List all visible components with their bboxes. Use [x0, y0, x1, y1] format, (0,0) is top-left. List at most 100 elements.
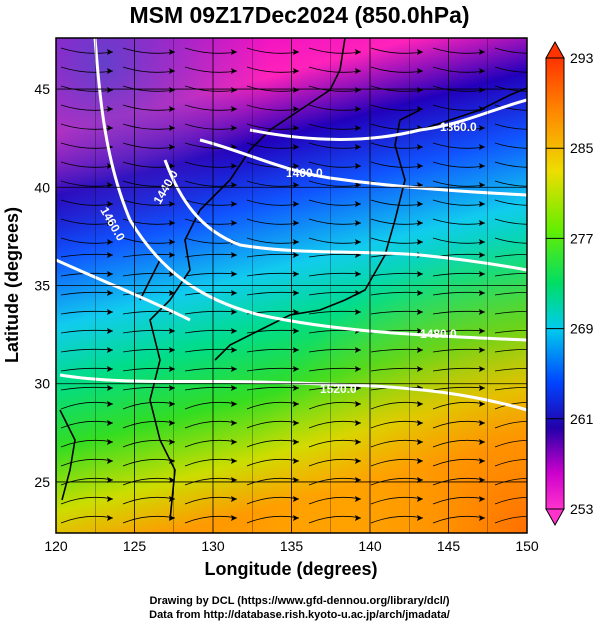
coastlines [59, 38, 527, 521]
colorbar-tick-label: 285 [570, 140, 594, 156]
streamline-arrow [479, 366, 485, 372]
streamline [494, 237, 527, 244]
colorbar-tick-label: 277 [570, 230, 594, 246]
streamline-arrow [417, 515, 423, 521]
streamline-arrow [293, 366, 299, 372]
streamline [494, 180, 527, 187]
streamline-arrow [293, 163, 299, 169]
plot-frame [55, 37, 528, 534]
contour-line-1400 [199, 138, 527, 197]
x-tick-label: 120 [44, 538, 68, 554]
streamline [494, 218, 527, 225]
streamline-arrow [169, 239, 175, 245]
streamline-arrow [293, 125, 299, 131]
streamline-arrow [293, 201, 299, 207]
y-tick-label: 40 [34, 179, 50, 195]
contour-line-1480 [56, 258, 191, 322]
colorbar: 293 285 277 269 261 253 [545, 40, 594, 527]
chart-title: MSM 09Z17Dec2024 (850.0hPa) [129, 2, 470, 28]
streamline-arrow [293, 239, 299, 245]
footer: Drawing by DCL (https://www.gfd-dennou.o… [0, 594, 599, 622]
streamline-arrow [169, 420, 175, 426]
streamline-arrow [169, 163, 175, 169]
streamline [494, 123, 527, 130]
streamline-arrow [293, 420, 299, 426]
streamline-arrow [169, 125, 175, 131]
streamline-arrow [479, 439, 485, 445]
streamline-arrow [479, 420, 485, 426]
streamline-arrow [231, 515, 237, 521]
streamline-arrow [231, 201, 237, 207]
streamline-arrow [231, 309, 237, 315]
streamline-arrow [231, 458, 237, 464]
streamline-arrow [293, 49, 299, 55]
streamline-arrow [169, 144, 175, 150]
streamline-arrow [231, 271, 237, 277]
streamline-arrow [231, 125, 237, 131]
streamline-arrow [417, 328, 423, 334]
streamline-arrow [107, 106, 113, 112]
x-tick-label: 150 [515, 538, 539, 554]
streamline-arrow [355, 182, 361, 188]
streamline-arrow [293, 182, 299, 188]
streamline-arrow [293, 347, 299, 353]
streamline-arrow [479, 458, 485, 464]
streamline [494, 142, 527, 149]
colorbar-bottom-triangle [545, 508, 565, 527]
streamline-arrow [417, 87, 423, 93]
streamline-arrow [169, 328, 175, 334]
streamline [494, 161, 527, 168]
streamline-arrow [479, 182, 485, 188]
streamline-arrow [479, 220, 485, 226]
streamline-arrow [479, 271, 485, 277]
streamline-arrow [417, 201, 423, 207]
streamline [494, 47, 527, 54]
streamline-arrow [355, 271, 361, 277]
streamline-arrow [417, 144, 423, 150]
streamline-arrow [169, 385, 175, 391]
colorbar-bar [545, 57, 565, 510]
streamline [494, 515, 527, 524]
streamline [494, 401, 527, 410]
streamline-arrow [107, 366, 113, 372]
streamline-arrow [355, 347, 361, 353]
colorbar-tick-label: 269 [570, 321, 594, 337]
streamline-arrow [355, 163, 361, 169]
colorbar-top-triangle [545, 40, 565, 59]
streamline-arrow [107, 458, 113, 464]
streamline-arrow [107, 515, 113, 521]
streamline-arrow [169, 252, 175, 258]
streamline-arrow [169, 366, 175, 372]
streamline-arrow [355, 515, 361, 521]
streamline-arrow [169, 220, 175, 226]
streamline-arrow [293, 290, 299, 296]
streamline-arrow [479, 68, 485, 74]
streamline-arrow [107, 477, 113, 483]
streamline-arrow [355, 220, 361, 226]
x-tick-labels: 120 125 130 135 140 145 150 [44, 538, 539, 554]
streamline-arrow [293, 68, 299, 74]
streamline-arrow [479, 290, 485, 296]
streamline-arrow [231, 401, 237, 407]
streamline-arrow [293, 458, 299, 464]
streamline-arrow [169, 49, 175, 55]
streamline-arrow [169, 68, 175, 74]
streamline-arrow [479, 125, 485, 131]
streamline-arrow [107, 290, 113, 296]
streamline-arrow [417, 477, 423, 483]
contour-label-1480: 1480.0 [420, 327, 457, 341]
streamline-arrow [355, 49, 361, 55]
streamline [494, 439, 527, 448]
streamline-arrow [107, 125, 113, 131]
streamline-arrow [107, 239, 113, 245]
y-tick-label: 35 [34, 278, 50, 294]
y-tick-label: 30 [34, 376, 50, 392]
y-axis-title: Latitude (degrees) [2, 207, 22, 363]
streamline-arrow [107, 252, 113, 258]
x-tick-label: 125 [123, 538, 147, 554]
streamline-arrow [107, 420, 113, 426]
x-tick-label: 130 [201, 538, 225, 554]
streamline-arrow [417, 49, 423, 55]
streamline-arrow [231, 220, 237, 226]
contour-line-1460 [93, 38, 527, 342]
